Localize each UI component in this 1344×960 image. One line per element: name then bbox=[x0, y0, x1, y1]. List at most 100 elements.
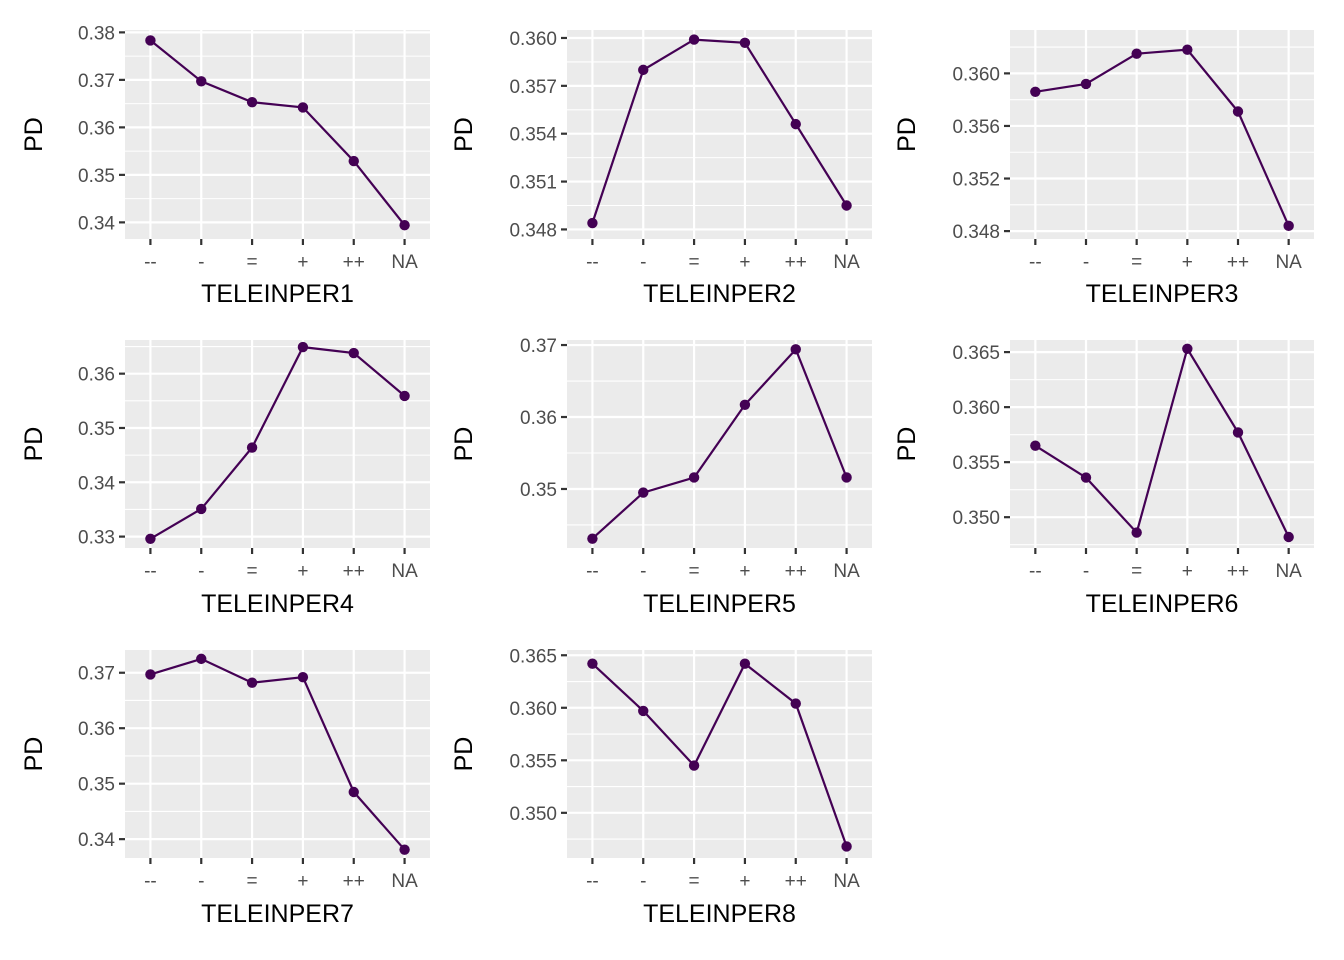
y-axis-title: PD bbox=[20, 737, 48, 772]
series-line bbox=[1035, 48, 1290, 227]
data-point bbox=[790, 698, 801, 709]
data-point bbox=[196, 76, 207, 87]
x-axis-title: TELEINPER7 bbox=[201, 900, 354, 928]
x-tick-label: NA bbox=[391, 252, 418, 273]
data-point bbox=[841, 841, 852, 852]
y-axis-title: PD bbox=[20, 117, 48, 152]
data-point bbox=[688, 760, 700, 771]
x-tick-label: ++ bbox=[343, 252, 365, 273]
y-tick-label: 0.35 bbox=[78, 775, 115, 796]
x-tick-label: - bbox=[640, 252, 646, 273]
x-tick-label: ++ bbox=[785, 252, 807, 273]
y-tick-label: 0.350 bbox=[952, 508, 1000, 529]
panel-background bbox=[125, 30, 430, 239]
data-point bbox=[1283, 531, 1294, 543]
x-tick-label: ++ bbox=[343, 871, 365, 892]
x-tick-label: - bbox=[198, 871, 204, 892]
data-point bbox=[196, 653, 207, 665]
x-tick-label: ++ bbox=[785, 871, 807, 892]
x-tick-label: ++ bbox=[1227, 252, 1249, 273]
x-tick-label: -- bbox=[586, 561, 599, 582]
data-point bbox=[1232, 106, 1244, 117]
data-point bbox=[841, 200, 852, 211]
y-tick-label: 0.37 bbox=[78, 71, 115, 92]
x-tick-label: -- bbox=[144, 871, 157, 892]
y-tick-label: 0.33 bbox=[78, 528, 115, 549]
y-tick-label: 0.365 bbox=[509, 646, 557, 667]
x-axis-title: TELEINPER5 bbox=[643, 590, 796, 618]
x-tick-label: + bbox=[739, 871, 750, 892]
data-point bbox=[246, 442, 258, 453]
data-point bbox=[1232, 427, 1244, 438]
data-point bbox=[246, 677, 258, 688]
data-point bbox=[688, 472, 700, 483]
panel-background bbox=[125, 650, 430, 858]
x-tick-label: + bbox=[1182, 561, 1193, 582]
data-point bbox=[739, 658, 751, 669]
data-point bbox=[638, 487, 649, 498]
x-tick-label: + bbox=[297, 871, 308, 892]
x-axis-title: TELEINPER6 bbox=[1086, 590, 1239, 618]
x-tick-label: NA bbox=[391, 561, 418, 582]
data-point bbox=[399, 390, 410, 402]
series-line bbox=[1034, 346, 1290, 538]
y-tick-label: 0.360 bbox=[952, 398, 1000, 419]
data-point bbox=[688, 34, 700, 45]
x-tick-label: = bbox=[1131, 561, 1142, 582]
y-tick-label: 0.357 bbox=[509, 77, 557, 98]
y-axis-title: PD bbox=[893, 117, 921, 152]
data-point bbox=[638, 705, 649, 717]
x-tick-label: -- bbox=[1029, 561, 1042, 582]
data-point bbox=[1080, 78, 1092, 90]
data-point bbox=[790, 344, 801, 355]
x-tick-label: ++ bbox=[343, 561, 365, 582]
y-tick-label: 0.34 bbox=[78, 473, 115, 494]
x-tick-label: = bbox=[247, 561, 258, 582]
x-tick-label: - bbox=[1083, 561, 1089, 582]
panel-background bbox=[567, 340, 872, 548]
data-point bbox=[297, 341, 309, 353]
y-axis-title: PD bbox=[893, 427, 921, 462]
y-tick-label: 0.360 bbox=[509, 29, 557, 50]
x-tick-label: -- bbox=[144, 561, 157, 582]
x-tick-label: = bbox=[689, 871, 700, 892]
data-point bbox=[1131, 48, 1142, 59]
data-point bbox=[196, 503, 207, 515]
data-point bbox=[1182, 44, 1193, 55]
data-point bbox=[587, 533, 598, 544]
x-tick-label: + bbox=[297, 252, 308, 273]
y-tick-label: 0.351 bbox=[509, 173, 557, 194]
y-tick-label: 0.365 bbox=[952, 343, 1000, 364]
series-line bbox=[591, 38, 848, 224]
y-tick-label: 0.35 bbox=[78, 419, 115, 440]
y-tick-label: 0.35 bbox=[78, 166, 115, 187]
y-tick-label: 0.350 bbox=[509, 804, 557, 825]
y-tick-label: 0.35 bbox=[520, 480, 557, 501]
data-point bbox=[246, 97, 258, 108]
y-tick-label: 0.356 bbox=[952, 117, 1000, 138]
y-tick-label: 0.34 bbox=[78, 213, 115, 234]
y-tick-label: 0.36 bbox=[78, 118, 115, 139]
data-point bbox=[841, 472, 852, 483]
x-tick-label: ++ bbox=[1227, 561, 1249, 582]
data-point bbox=[1283, 220, 1294, 232]
x-axis-title: TELEINPER3 bbox=[1086, 280, 1239, 308]
data-point bbox=[587, 217, 598, 229]
data-point bbox=[739, 399, 751, 410]
x-axis-title: TELEINPER1 bbox=[201, 280, 354, 308]
x-axis-title: TELEINPER8 bbox=[643, 900, 796, 928]
x-tick-label: -- bbox=[144, 252, 157, 273]
y-tick-label: 0.38 bbox=[78, 23, 115, 44]
y-tick-label: 0.348 bbox=[509, 220, 557, 241]
data-point bbox=[638, 64, 649, 76]
y-tick-label: 0.36 bbox=[78, 719, 115, 740]
y-tick-label: 0.354 bbox=[509, 125, 557, 146]
x-tick-label: NA bbox=[1275, 561, 1302, 582]
x-tick-label: = bbox=[1131, 252, 1142, 273]
